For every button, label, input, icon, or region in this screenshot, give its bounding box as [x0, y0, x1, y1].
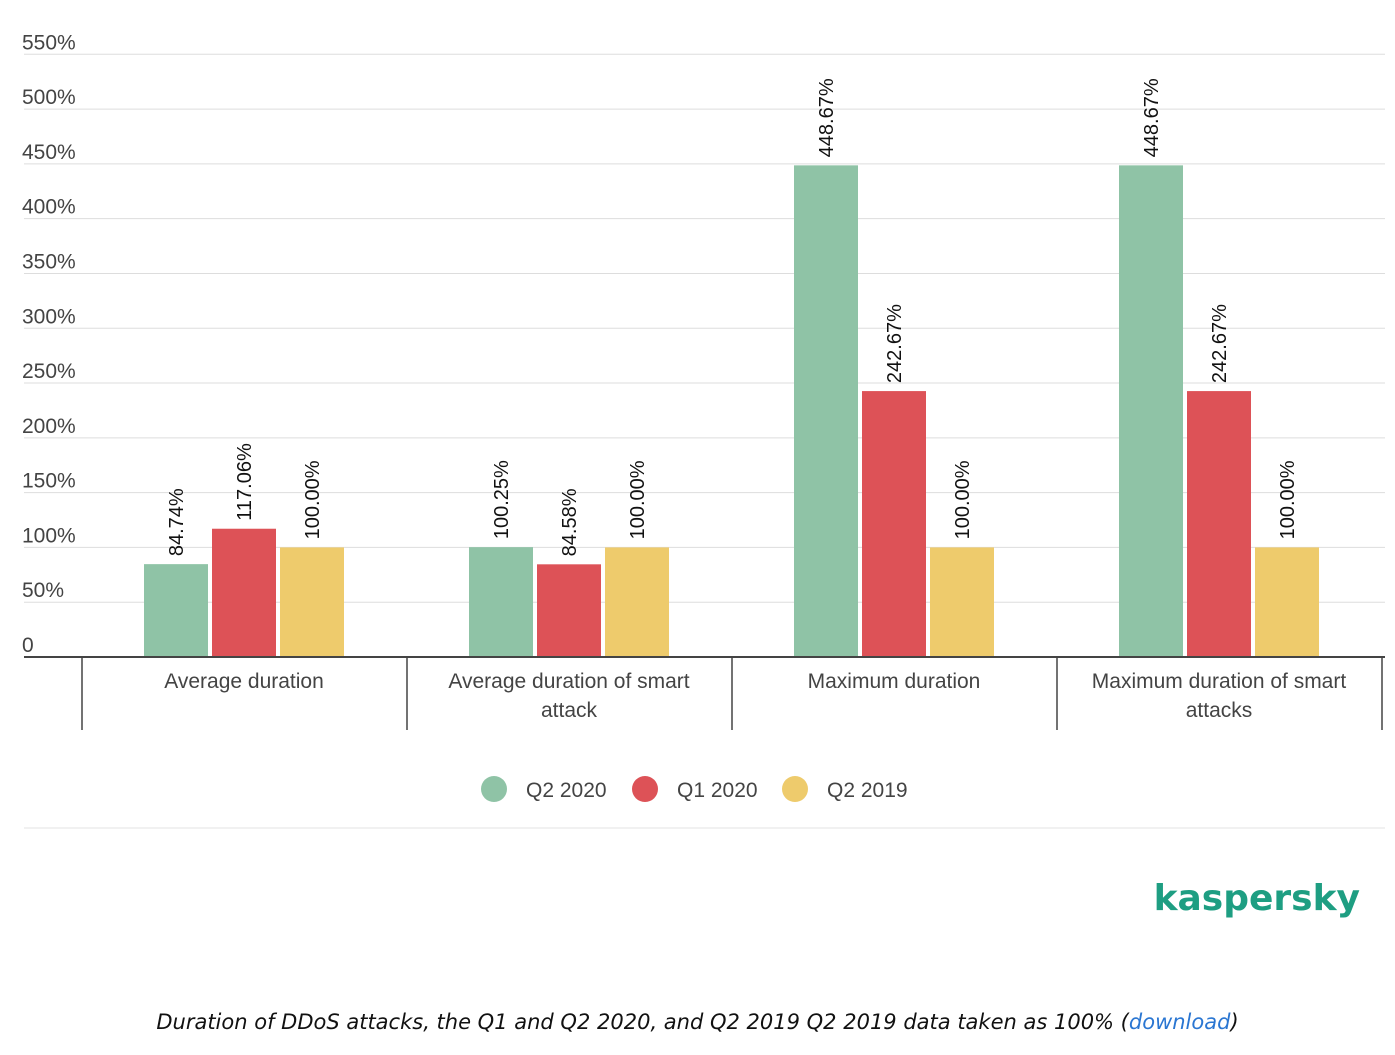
data-label: 100.00% [302, 460, 324, 539]
caption-text: Duration of DDoS attacks, the Q1 and Q2 … [156, 1010, 1129, 1034]
category-label: Average duration of smart [448, 670, 689, 693]
y-tick-label: 550% [22, 31, 76, 54]
y-tick-label: 150% [22, 470, 76, 493]
x-axis: Average duration Average duration of smar… [24, 656, 1385, 730]
category-label: Maximum duration [808, 670, 981, 693]
bar [930, 547, 994, 657]
bar [1119, 165, 1183, 657]
y-tick-label: 200% [22, 415, 76, 438]
data-label: 84.58% [559, 488, 581, 556]
category-label: Maximum duration of smart [1092, 670, 1347, 693]
download-link[interactable]: download [1128, 1010, 1231, 1034]
data-label: 100.00% [627, 460, 649, 539]
legend-label: Q1 2020 [677, 779, 758, 802]
y-tick-label: 350% [22, 250, 76, 273]
data-label: 100.00% [1277, 460, 1299, 539]
legend-label: Q2 2020 [526, 779, 607, 802]
data-labels: 84.74% 117.06% 100.00% 100.25% 84.58% 100.00%… [166, 78, 1299, 556]
bar [280, 547, 344, 657]
data-label: 84.74% [166, 488, 188, 556]
bar [469, 547, 533, 657]
legend-swatch [481, 776, 507, 802]
legend-item: Q2 2020 [481, 776, 607, 802]
data-label: 100.00% [952, 460, 974, 539]
y-tick-label: 450% [22, 141, 76, 164]
caption-close: ) [1230, 1010, 1239, 1034]
legend-item: Q1 2020 [632, 776, 758, 802]
bar [1255, 547, 1319, 657]
figure-caption: Duration of DDoS attacks, the Q1 and Q2 … [0, 1010, 1395, 1034]
y-tick-label: 250% [22, 360, 76, 383]
data-label: 117.06% [234, 443, 256, 521]
data-label: 448.67% [1141, 78, 1163, 157]
y-tick-label: 0 [22, 634, 34, 657]
category-label: Average duration [164, 670, 324, 693]
kaspersky-logo: kaspersky [1154, 878, 1360, 919]
legend-item: Q2 2019 [782, 776, 908, 802]
bar [212, 528, 276, 657]
bar [537, 564, 601, 657]
bars [144, 165, 1319, 657]
data-label: 242.67% [1209, 304, 1231, 383]
legend: Q2 2020 Q1 2020 Q2 2019 [481, 776, 908, 802]
bar [605, 547, 669, 657]
legend-swatch [632, 776, 658, 802]
data-label: 448.67% [816, 78, 838, 157]
bar [862, 391, 926, 657]
y-axis-ticks: 0 50% 100% 150% 200% 250% 300% 350% 400% 450% 500%… [22, 31, 76, 657]
y-tick-label: 300% [22, 305, 76, 328]
category-label: attack [541, 699, 598, 722]
bar [1187, 391, 1251, 657]
bar [794, 165, 858, 657]
legend-label: Q2 2019 [827, 779, 908, 802]
duration-chart: 0 50% 100% 150% 200% 250% 300% 350% 400% 450% 500%… [22, 31, 1385, 919]
y-tick-label: 50% [22, 579, 64, 602]
y-tick-label: 500% [22, 86, 76, 109]
y-tick-label: 400% [22, 196, 76, 219]
y-tick-label: 100% [22, 524, 76, 547]
category-label: attacks [1186, 699, 1253, 722]
data-label: 242.67% [884, 304, 906, 383]
data-label: 100.25% [491, 460, 513, 539]
bar [144, 564, 208, 657]
legend-swatch [782, 776, 808, 802]
